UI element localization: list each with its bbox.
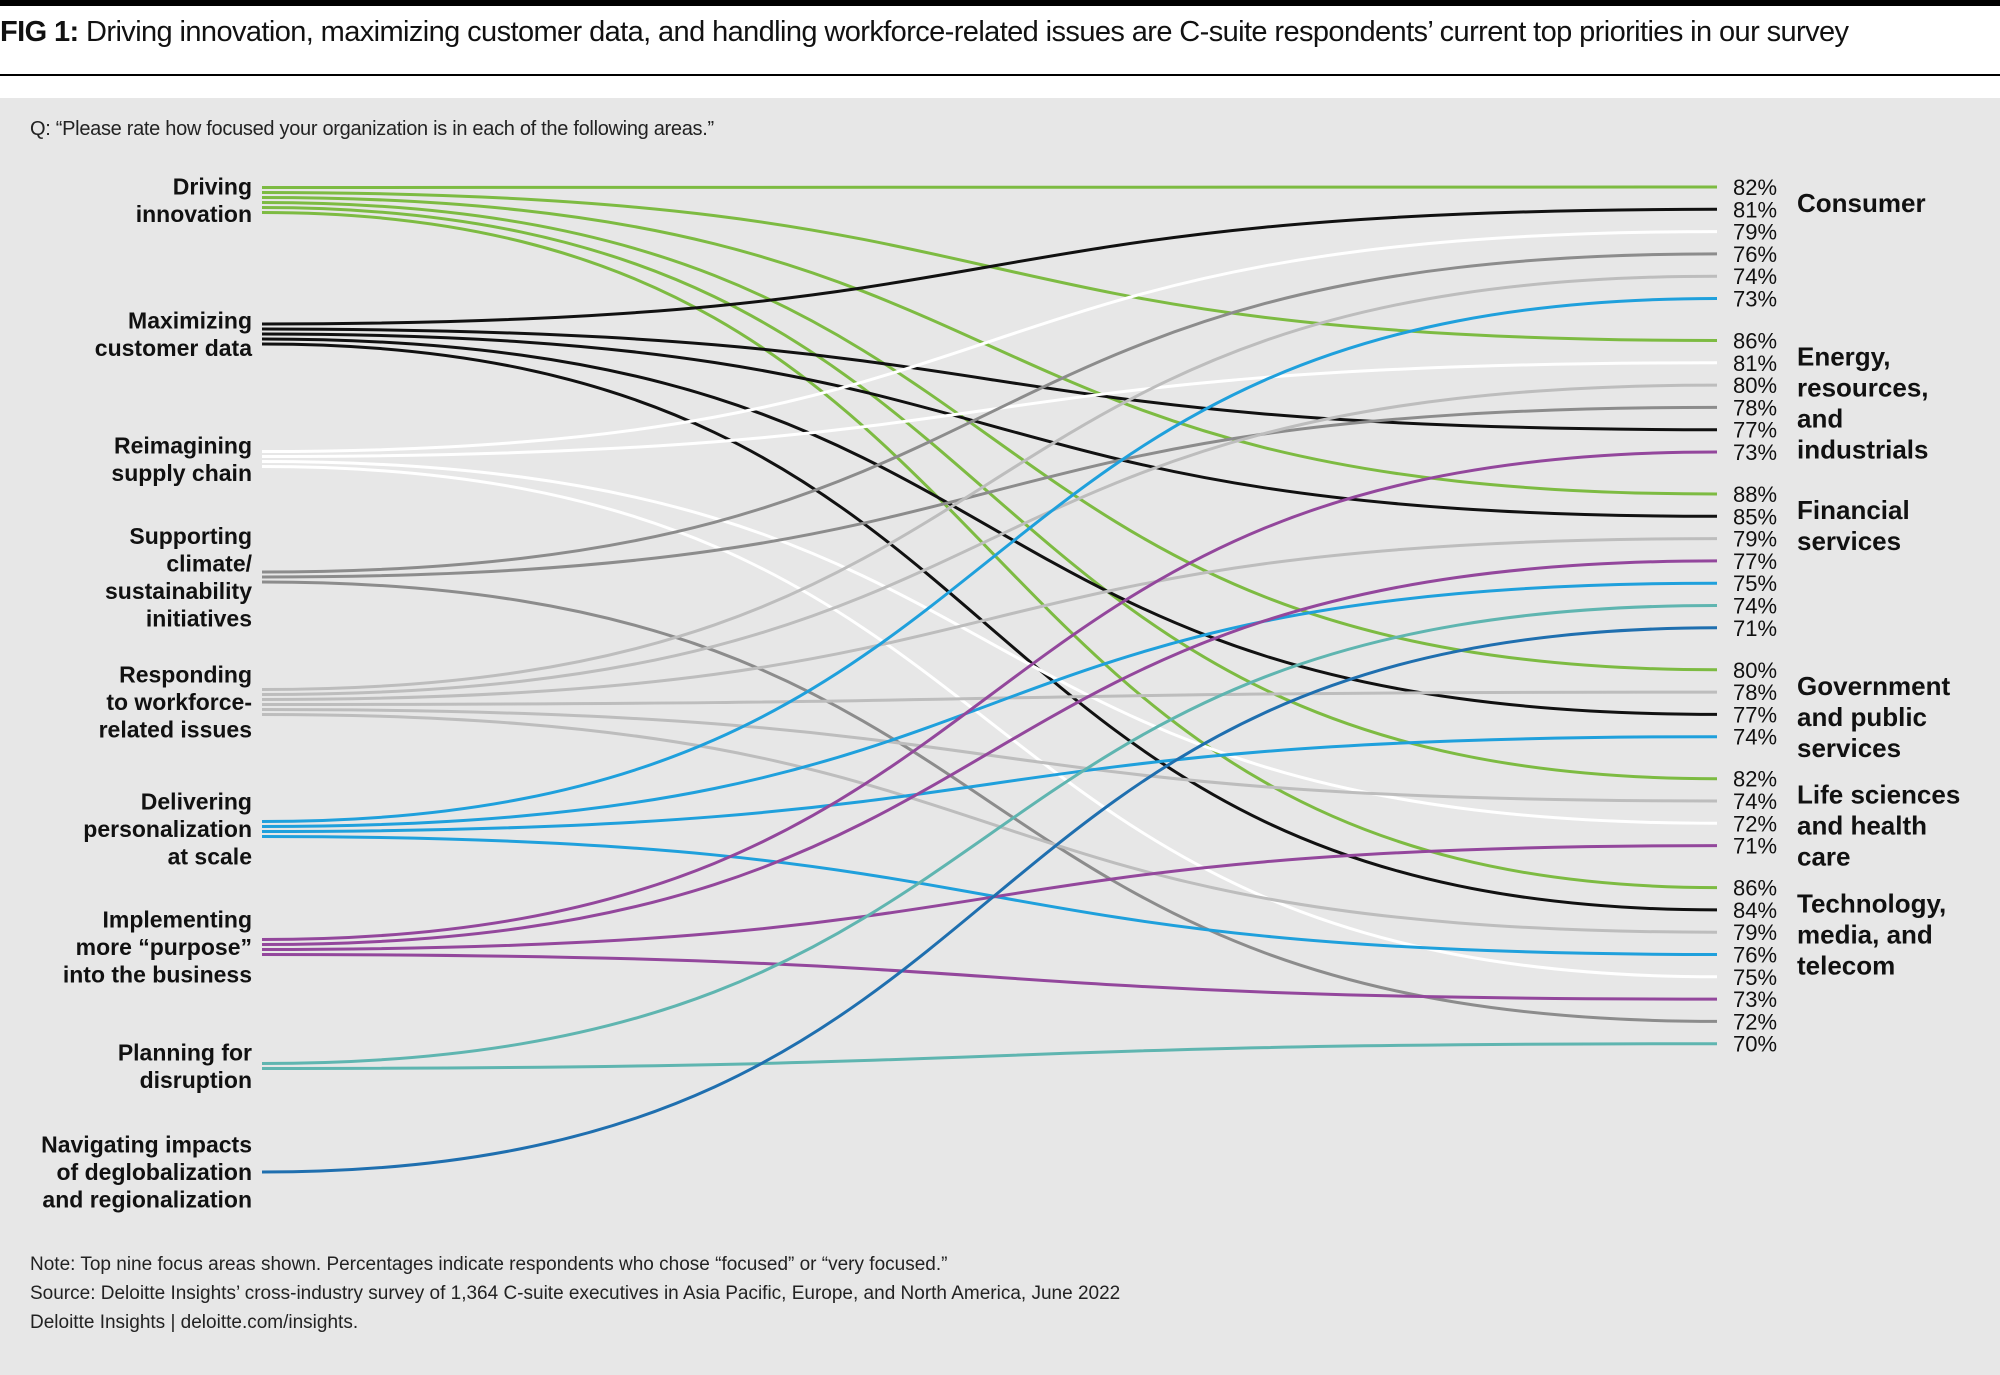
value-energy-resources-and-industrials-driving-innovation: 86% xyxy=(1733,329,1777,354)
value-financial-services-maximizing-customer-data: 85% xyxy=(1733,504,1777,529)
value-technology-media-and-telecom-reimagining-supply-chain: 75% xyxy=(1733,965,1777,990)
value-technology-media-and-telecom-supporting-climate-sustainability-initiatives: 72% xyxy=(1733,1009,1777,1034)
source-note: Source: Deloitte Insights’ cross-industr… xyxy=(30,1283,1121,1304)
value-financial-services-delivering-personalization-at-scale: 75% xyxy=(1733,571,1777,596)
industry-label-government-and-public-services: Government and public services xyxy=(1797,671,1950,763)
value-labels: 82%81%79%76%74%73%86%81%80%78%77%73%88%8… xyxy=(1733,175,1777,1057)
survey-question: Q: “Please rate how focused your organiz… xyxy=(30,118,714,140)
line-supporting-climate-sustainability-initiatives-energy-resources-and-industrials xyxy=(261,405,1718,579)
line-maximizing-customer-data-government-and-public-services xyxy=(261,337,1718,716)
line-implementing-more-purpose-into-the-business-financial-services xyxy=(261,559,1718,946)
value-government-and-public-services-driving-innovation: 80% xyxy=(1733,658,1777,683)
industry-label-financial-services: Financial services xyxy=(1797,495,1910,556)
figure-title: FIG 1: Driving innovation, maximizing cu… xyxy=(0,16,1849,49)
line-responding-to-workforce-related-issues-technology-media-and-telecom xyxy=(261,713,1718,934)
line-maximizing-customer-data-consumer xyxy=(261,207,1718,326)
value-life-sciences-and-health-care-driving-innovation: 82% xyxy=(1733,767,1777,792)
line-responding-to-workforce-related-issues-life-sciences-and-health-care xyxy=(261,708,1718,803)
value-consumer-delivering-personalization-at-scale: 73% xyxy=(1733,287,1777,312)
industry-label-energy-resources-and-industrials: Energy, resources, and industrials xyxy=(1797,342,1929,465)
value-energy-resources-and-industrials-implementing-more-purpose-into-the-business: 73% xyxy=(1733,440,1777,465)
focus-label-driving-innovation: Driving innovation xyxy=(136,173,252,227)
line-driving-innovation-government-and-public-services xyxy=(261,201,1718,672)
line-delivering-personalization-at-scale-consumer xyxy=(261,297,1718,823)
value-consumer-driving-innovation: 82% xyxy=(1733,175,1777,200)
line-navigating-impacts-of-deglobalization-and-regionalization-financial-services xyxy=(261,626,1718,1174)
focus-label-responding-to-workforce-related-issues: Responding to workforce-related issues xyxy=(99,662,252,743)
value-financial-services-driving-innovation: 88% xyxy=(1733,482,1777,507)
value-technology-media-and-telecom-responding-to-workforce-related-issues: 79% xyxy=(1733,920,1777,945)
value-technology-media-and-telecom-maximizing-customer-data: 84% xyxy=(1733,898,1777,923)
industry-label-technology-media-and-telecom: Technology, media, and telecom xyxy=(1797,889,1946,981)
footnote: Note: Top nine focus areas shown. Percen… xyxy=(30,1254,948,1275)
line-driving-innovation-consumer xyxy=(261,185,1718,189)
line-responding-to-workforce-related-issues-financial-services xyxy=(261,537,1718,701)
line-planning-for-disruption-technology-media-and-telecom xyxy=(261,1042,1718,1070)
line-implementing-more-purpose-into-the-business-technology-media-and-telecom xyxy=(261,953,1718,1001)
focus-label-reimagining-supply-chain: Reimagining supply chain xyxy=(111,432,252,486)
line-reimagining-supply-chain-consumer xyxy=(261,230,1718,453)
line-driving-innovation-technology-media-and-telecom xyxy=(261,211,1718,890)
value-financial-services-implementing-more-purpose-into-the-business: 77% xyxy=(1733,549,1777,574)
line-implementing-more-purpose-into-the-business-life-sciences-and-health-care xyxy=(261,844,1718,951)
value-life-sciences-and-health-care-reimagining-supply-chain: 72% xyxy=(1733,811,1777,836)
focus-label-navigating-impacts-of-deglobalization-and-regionalization: Navigating impacts of deglobalization and … xyxy=(41,1132,252,1213)
value-consumer-responding-to-workforce-related-issues: 74% xyxy=(1733,264,1777,289)
value-government-and-public-services-maximizing-customer-data: 77% xyxy=(1733,702,1777,727)
top-rule xyxy=(0,0,2000,6)
line-responding-to-workforce-related-issues-energy-resources-and-industrials xyxy=(261,383,1718,696)
figure-title-text: Driving innovation, maximizing customer … xyxy=(86,16,1849,48)
line-supporting-climate-sustainability-initiatives-technology-media-and-telecom xyxy=(261,580,1718,1023)
line-reimagining-supply-chain-technology-media-and-telecom xyxy=(261,465,1718,979)
value-consumer-supporting-climate-sustainability-initiatives: 76% xyxy=(1733,242,1777,267)
line-reimagining-supply-chain-life-sciences-and-health-care xyxy=(261,460,1718,825)
line-implementing-more-purpose-into-the-business-energy-resources-and-industrials xyxy=(261,450,1718,941)
value-consumer-reimagining-supply-chain: 79% xyxy=(1733,220,1777,245)
focus-label-implementing-more-purpose-into-the-business: Implementing more “purpose” into the busin… xyxy=(63,907,252,988)
line-delivering-personalization-at-scale-financial-services xyxy=(261,581,1718,828)
line-responding-to-workforce-related-issues-consumer xyxy=(261,274,1718,691)
value-government-and-public-services-responding-to-workforce-related-issues: 78% xyxy=(1733,680,1777,705)
value-financial-services-planning-for-disruption: 74% xyxy=(1733,594,1777,619)
connector-lines xyxy=(261,185,1718,1174)
line-responding-to-workforce-related-issues-government-and-public-services xyxy=(261,690,1718,706)
line-maximizing-customer-data-financial-services xyxy=(261,332,1718,518)
line-reimagining-supply-chain-energy-resources-and-industrials xyxy=(261,361,1718,458)
line-maximizing-customer-data-technology-media-and-telecom xyxy=(261,342,1718,912)
line-maximizing-customer-data-energy-resources-and-industrials xyxy=(261,327,1718,432)
focus-label-delivering-personalization-at-scale: Delivering personalization at scale xyxy=(83,789,252,870)
focus-label-planning-for-disruption: Planning for disruption xyxy=(118,1039,252,1093)
value-financial-services-responding-to-workforce-related-issues: 79% xyxy=(1733,527,1777,552)
title-bar: FIG 1: Driving innovation, maximizing cu… xyxy=(0,6,2000,76)
value-technology-media-and-telecom-delivering-personalization-at-scale: 76% xyxy=(1733,943,1777,968)
value-energy-resources-and-industrials-reimagining-supply-chain: 81% xyxy=(1733,351,1777,376)
focus-label-supporting-climate-sustainability-initiatives: Supporting climate/sustainability initiati… xyxy=(105,523,253,632)
line-delivering-personalization-at-scale-technology-media-and-telecom xyxy=(261,835,1718,956)
value-technology-media-and-telecom-implementing-more-purpose-into-the-business: 73% xyxy=(1733,987,1777,1012)
value-life-sciences-and-health-care-responding-to-workforce-related-issues: 74% xyxy=(1733,789,1777,814)
industry-label-consumer: Consumer xyxy=(1797,188,1926,218)
focus-area-labels: Driving innovation Maximizing customer data… xyxy=(41,173,252,1212)
value-technology-media-and-telecom-planning-for-disruption: 70% xyxy=(1733,1032,1777,1057)
value-consumer-maximizing-customer-data: 81% xyxy=(1733,197,1777,222)
industry-label-life-sciences-and-health-care: Life sciences and health care xyxy=(1797,780,1960,872)
line-planning-for-disruption-financial-services xyxy=(261,604,1718,1065)
value-energy-resources-and-industrials-responding-to-workforce-related-issues: 80% xyxy=(1733,373,1777,398)
value-energy-resources-and-industrials-supporting-climate-sustainability-initiatives: 78% xyxy=(1733,395,1777,420)
credit-line: Deloitte Insights | deloitte.com/insight… xyxy=(30,1312,359,1333)
value-energy-resources-and-industrials-maximizing-customer-data: 77% xyxy=(1733,418,1777,443)
value-life-sciences-and-health-care-implementing-more-purpose-into-the-business: 71% xyxy=(1733,834,1777,859)
focus-label-maximizing-customer-data: Maximizing customer data xyxy=(95,307,252,361)
figure-label: FIG 1: xyxy=(0,16,79,48)
value-technology-media-and-telecom-driving-innovation: 86% xyxy=(1733,876,1777,901)
industry-labels: Consumer Energy, resources, and industrials F… xyxy=(1797,188,1960,981)
line-delivering-personalization-at-scale-government-and-public-services xyxy=(261,735,1718,833)
value-government-and-public-services-delivering-personalization-at-scale: 74% xyxy=(1733,725,1777,750)
line-driving-innovation-financial-services xyxy=(261,196,1718,496)
line-supporting-climate-sustainability-initiatives-consumer xyxy=(261,252,1718,574)
value-financial-services-navigating-impacts-of-deglobalization-and-regionalization: 71% xyxy=(1733,616,1777,641)
